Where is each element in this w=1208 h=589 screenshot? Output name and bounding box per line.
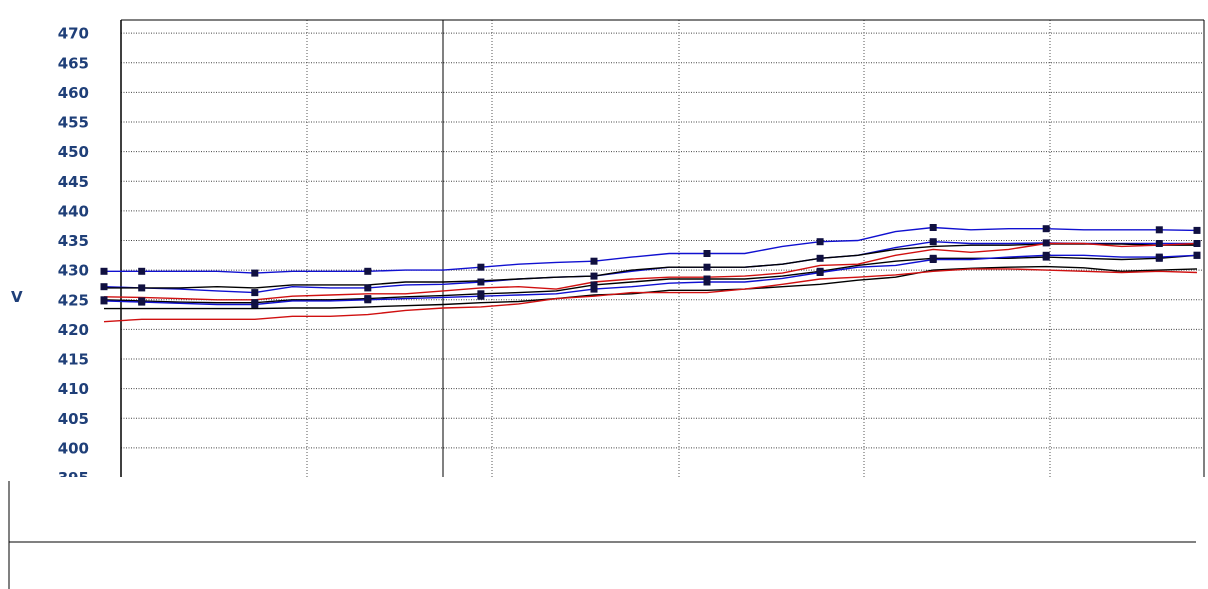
y-tick-label-415: 415 — [58, 351, 89, 369]
y-tick-label-455: 455 — [58, 114, 89, 132]
series-1-marker-7 — [364, 267, 372, 275]
axes — [120, 19, 1205, 477]
series-line-5 — [104, 243, 1197, 289]
series-1-marker-29 — [1193, 226, 1201, 234]
y-tick-label-440: 440 — [58, 202, 89, 220]
y-tick-label-450: 450 — [58, 143, 89, 161]
y-tick-label-460: 460 — [58, 84, 89, 102]
series-2-marker-1 — [138, 284, 146, 292]
series-1-marker-28 — [1155, 226, 1163, 234]
series-4-marker-7 — [364, 296, 372, 304]
series-lines — [103, 226, 1198, 323]
series-2-marker-16 — [703, 263, 711, 271]
series-1-marker-22 — [929, 224, 937, 231]
series-line-1 — [104, 226, 1198, 274]
y-tick-label-405: 405 — [58, 410, 89, 428]
series-2-marker-22 — [929, 238, 937, 246]
y-tick-label-470: 470 — [58, 25, 89, 43]
y-axis-unit-label: V — [11, 288, 23, 306]
series-1-marker-16 — [703, 250, 711, 257]
series-1-marker-4 — [251, 269, 259, 277]
series-1-marker-13 — [590, 257, 598, 265]
series-markers — [100, 224, 1201, 308]
series-2-marker-19 — [816, 254, 824, 262]
y-tick-label-445: 445 — [58, 173, 89, 191]
y-tick-label-400: 400 — [58, 439, 89, 457]
series-4-marker-10 — [477, 292, 485, 300]
series-2-marker-28 — [1155, 240, 1163, 247]
series-4-marker-29 — [1193, 251, 1201, 259]
series-4-marker-22 — [929, 256, 937, 263]
y-tick-label-420: 420 — [58, 321, 89, 339]
series-1-marker-10 — [477, 263, 485, 271]
series-4-marker-19 — [816, 269, 824, 276]
series-2-marker-25 — [1042, 239, 1050, 247]
series-2-marker-4 — [251, 289, 259, 297]
tick-labels: 470 465 460 455 450 445 440 435 430 425 420 415 410 4… — [58, 25, 89, 487]
y-tick-label-395: 395 — [58, 469, 89, 487]
series-4-marker-0 — [100, 297, 108, 305]
series-line-3 — [103, 254, 1198, 304]
series-4-marker-13 — [590, 285, 598, 293]
series-4-marker-16 — [703, 278, 711, 286]
series-line-8 — [103, 268, 1198, 323]
series-2-marker-7 — [364, 284, 372, 292]
series-1-marker-0 — [100, 267, 108, 275]
series-4-marker-25 — [1042, 251, 1050, 259]
y-tick-label-430: 430 — [58, 262, 89, 280]
y-tick-label-425: 425 — [58, 291, 89, 309]
series-3-marker-13 — [590, 281, 598, 289]
y-tick-label-465: 465 — [58, 54, 89, 72]
series-4-marker-4 — [251, 301, 259, 308]
series-1-marker-1 — [138, 267, 146, 275]
y-tick-label-410: 410 — [58, 380, 89, 398]
series-4-marker-28 — [1155, 253, 1163, 261]
series-line-6 — [103, 242, 1198, 301]
series-4-marker-1 — [138, 298, 146, 306]
series-1-marker-25 — [1042, 225, 1050, 233]
series-2-marker-29 — [1193, 240, 1201, 247]
series-2-marker-10 — [477, 278, 485, 286]
series-line-4 — [103, 254, 1198, 306]
series-1-marker-19 — [816, 238, 824, 246]
series-2-marker-0 — [100, 283, 108, 291]
series-2-marker-13 — [590, 272, 598, 280]
y-tick-label-435: 435 — [58, 232, 89, 250]
